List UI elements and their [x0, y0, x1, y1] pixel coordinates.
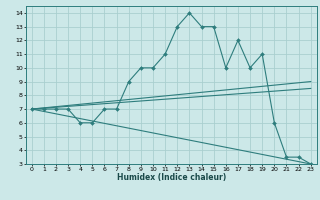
X-axis label: Humidex (Indice chaleur): Humidex (Indice chaleur)	[116, 173, 226, 182]
